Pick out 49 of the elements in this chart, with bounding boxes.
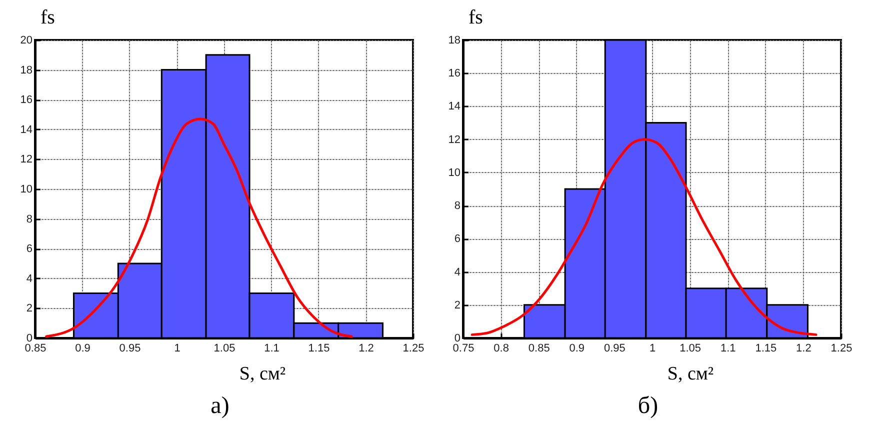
y-tick-label: 14 xyxy=(20,124,32,136)
y-tick-label: 6 xyxy=(26,243,32,256)
x-tick-label: 1.1 xyxy=(720,342,736,354)
y-tick-label: 12 xyxy=(448,134,460,146)
y-tick-label: 18 xyxy=(448,34,460,46)
x-tick-label: 0.85 xyxy=(528,342,550,354)
y-tick-label: 14 xyxy=(448,100,460,113)
y-axis-title: fs xyxy=(40,6,56,28)
x-tick-label: 1 xyxy=(174,342,180,354)
x-tick-label: 1.2 xyxy=(358,342,374,354)
x-tick-label: 1.05 xyxy=(214,342,236,354)
x-tick-label: 0.95 xyxy=(119,342,141,354)
y-tick-label: 16 xyxy=(448,68,460,80)
y-tick-label: 4 xyxy=(26,272,32,285)
y-tick-label: 6 xyxy=(454,233,460,246)
y-tick-label: 10 xyxy=(448,166,460,179)
x-tick-label: 0.95 xyxy=(604,342,626,354)
x-tick-label: 1.05 xyxy=(680,342,702,354)
x-tick-label: 1.2 xyxy=(796,342,812,354)
y-tick-label: 8 xyxy=(454,200,460,212)
x-tick-label: 1.25 xyxy=(830,342,852,354)
x-tick-label: 1.25 xyxy=(402,342,424,354)
text: б) xyxy=(638,393,658,419)
y-tick-label: 4 xyxy=(454,266,460,278)
text: а) xyxy=(210,393,230,419)
x-tick-label: 1 xyxy=(649,342,656,354)
x-tick-label: 0.9 xyxy=(75,342,90,354)
x-tick-label: 1.15 xyxy=(308,342,330,354)
x-tick-label: 0.8 xyxy=(494,342,509,354)
x-axis-title: S, см² xyxy=(667,364,714,384)
line-series xyxy=(45,118,353,338)
x-tick-label: 0.85 xyxy=(24,342,46,354)
y-tick-label: 2 xyxy=(26,302,32,315)
y-tick-label: 12 xyxy=(20,154,32,166)
x-tick-label: 0.75 xyxy=(452,342,474,354)
y-tick-label: 10 xyxy=(20,184,32,196)
x-tick-label: 1.15 xyxy=(755,342,777,354)
y-tick-label: 8 xyxy=(26,213,32,226)
y-tick-label: 16 xyxy=(20,94,32,106)
x-tick-label: 0.9 xyxy=(569,342,585,354)
y-tick-label: 20 xyxy=(20,34,32,46)
x-tick-label: 1.1 xyxy=(264,342,280,354)
line-series xyxy=(470,138,818,336)
y-tick-label: 2 xyxy=(454,299,460,312)
y-tick-label: 0 xyxy=(454,332,460,344)
y-axis-title: fs xyxy=(468,6,484,28)
y-tick-label: 18 xyxy=(20,64,32,76)
x-axis-title: S, см² xyxy=(239,364,286,384)
y-tick-label: 0 xyxy=(26,332,32,344)
